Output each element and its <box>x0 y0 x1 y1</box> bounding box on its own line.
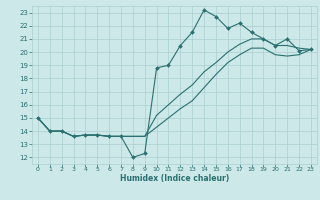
X-axis label: Humidex (Indice chaleur): Humidex (Indice chaleur) <box>120 174 229 183</box>
